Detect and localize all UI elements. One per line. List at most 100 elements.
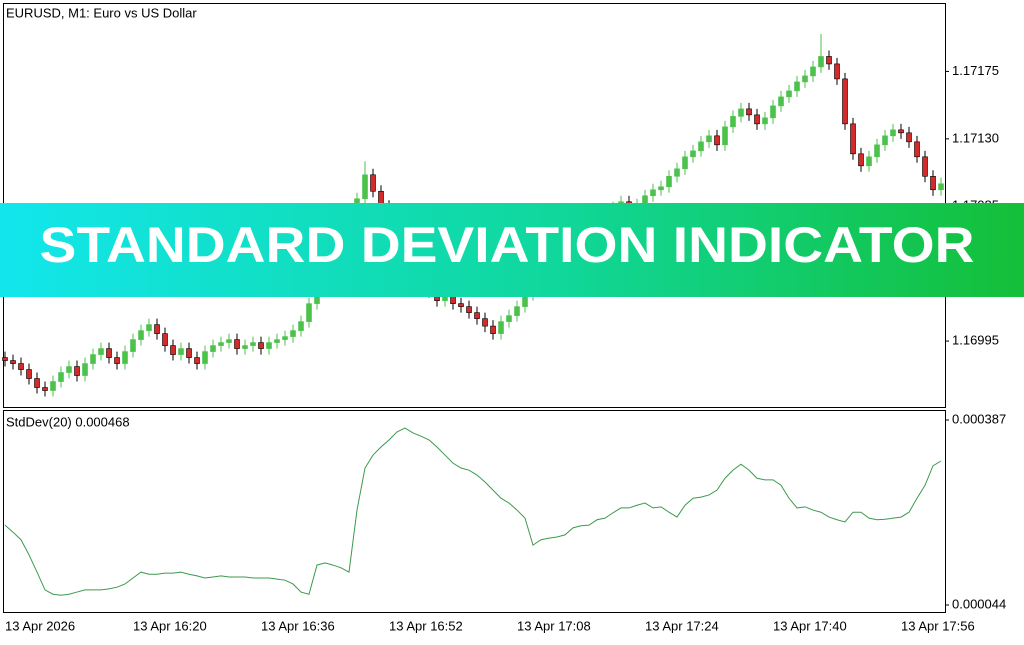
- candle-body: [746, 108, 752, 116]
- candle-body: [58, 372, 64, 382]
- y-tick-label: 0.000044: [952, 596, 1006, 611]
- candle-body: [162, 333, 168, 346]
- candle-body: [474, 312, 480, 319]
- candle-body: [370, 174, 376, 192]
- candle-body: [818, 56, 824, 68]
- candle-body: [26, 369, 32, 379]
- candle-body: [466, 306, 472, 313]
- candle-body: [282, 336, 288, 340]
- candle-body: [114, 357, 120, 364]
- candle-body: [778, 96, 784, 107]
- candle-body: [66, 366, 72, 373]
- candle-body: [82, 363, 88, 376]
- candle-body: [922, 156, 928, 177]
- candle-body: [514, 306, 520, 316]
- x-tick-label: 13 Apr 2026: [5, 618, 75, 633]
- candle-body: [722, 126, 728, 146]
- candle-body: [194, 357, 200, 364]
- candle-body: [154, 324, 160, 334]
- candle-body: [898, 129, 904, 134]
- candle-body: [130, 339, 136, 352]
- candle-body: [938, 183, 944, 191]
- candle-body: [50, 381, 56, 391]
- candle-body: [250, 342, 256, 346]
- banner-text: STANDARD DEVIATION INDICATOR: [40, 217, 975, 273]
- candle-body: [754, 114, 760, 125]
- candle-body: [306, 303, 312, 322]
- candle-body: [770, 105, 776, 119]
- candle-body: [98, 348, 104, 355]
- candle-body: [450, 295, 456, 304]
- candle-body: [858, 153, 864, 167]
- candle-body: [290, 330, 296, 337]
- candle-body: [234, 339, 240, 349]
- candle-body: [18, 363, 24, 370]
- candle-body: [274, 339, 280, 343]
- indicator-layer: 0.000387 0.000044: [4, 411, 1006, 611]
- x-tick-label: 13 Apr 17:08: [517, 618, 591, 633]
- x-tick-label: 13 Apr 17:40: [773, 618, 847, 633]
- candle-body: [34, 378, 40, 388]
- candle-body: [106, 348, 112, 358]
- candle-body: [10, 360, 16, 364]
- line-series: [4, 427, 942, 596]
- candle-body: [674, 168, 680, 177]
- candle-body: [794, 81, 800, 92]
- candle-body: [906, 132, 912, 143]
- candle-body: [834, 63, 840, 80]
- banner-background: [0, 203, 1024, 297]
- candle-body: [842, 78, 848, 125]
- candle-body: [122, 351, 128, 364]
- indicator-title: StdDev(20) 0.000468: [6, 414, 130, 429]
- x-tick-label: 13 Apr 16:36: [261, 618, 335, 633]
- candle-body: [146, 324, 152, 331]
- candle-body: [690, 150, 696, 158]
- candle-body: [874, 144, 880, 158]
- x-tick-label: 13 Apr 16:52: [389, 618, 463, 633]
- x-tick-label: 13 Apr 17:24: [645, 618, 719, 633]
- candle-body: [666, 175, 672, 188]
- candle-body: [482, 318, 488, 327]
- candle-body: [890, 129, 896, 137]
- candle-body: [706, 135, 712, 143]
- candle-body: [42, 387, 48, 391]
- candle-body: [138, 330, 144, 340]
- candle-body: [186, 348, 192, 358]
- y-tick-label: 1.17130: [952, 130, 999, 145]
- x-tick-label: 13 Apr 16:20: [133, 618, 207, 633]
- y-tick-label: 1.17175: [952, 63, 999, 78]
- y-tick-label: 1.16995: [952, 333, 999, 348]
- y-tick-label: 0.000387: [952, 411, 1006, 426]
- banner: STANDARD DEVIATION INDICATOR: [0, 203, 1024, 297]
- candle-body: [730, 116, 736, 128]
- candle-body: [930, 175, 936, 191]
- candle-body: [2, 357, 8, 361]
- candle-body: [178, 348, 184, 355]
- candle-body: [658, 186, 664, 191]
- candle-body: [738, 108, 744, 117]
- candle-body: [850, 123, 856, 155]
- candle-body: [74, 366, 80, 376]
- candle-body: [802, 75, 808, 83]
- indicator-panel: [3, 410, 946, 613]
- candle-body: [698, 141, 704, 152]
- candle-body: [498, 321, 504, 334]
- candle-body: [762, 117, 768, 125]
- candle-body: [210, 345, 216, 352]
- candle-body: [258, 342, 264, 349]
- candle-body: [914, 141, 920, 158]
- candle-body: [650, 189, 656, 197]
- candle-body: [882, 135, 888, 146]
- candle-body: [810, 66, 816, 77]
- candle-body: [490, 325, 496, 334]
- candle-body: [506, 315, 512, 322]
- candle-body: [362, 174, 368, 200]
- candle-body: [682, 156, 688, 170]
- candle-body: [170, 345, 176, 355]
- candle-body: [266, 342, 272, 349]
- candle-body: [786, 90, 792, 98]
- chart-title: EURUSD, M1: Euro vs US Dollar: [6, 5, 197, 20]
- candle-body: [202, 351, 208, 364]
